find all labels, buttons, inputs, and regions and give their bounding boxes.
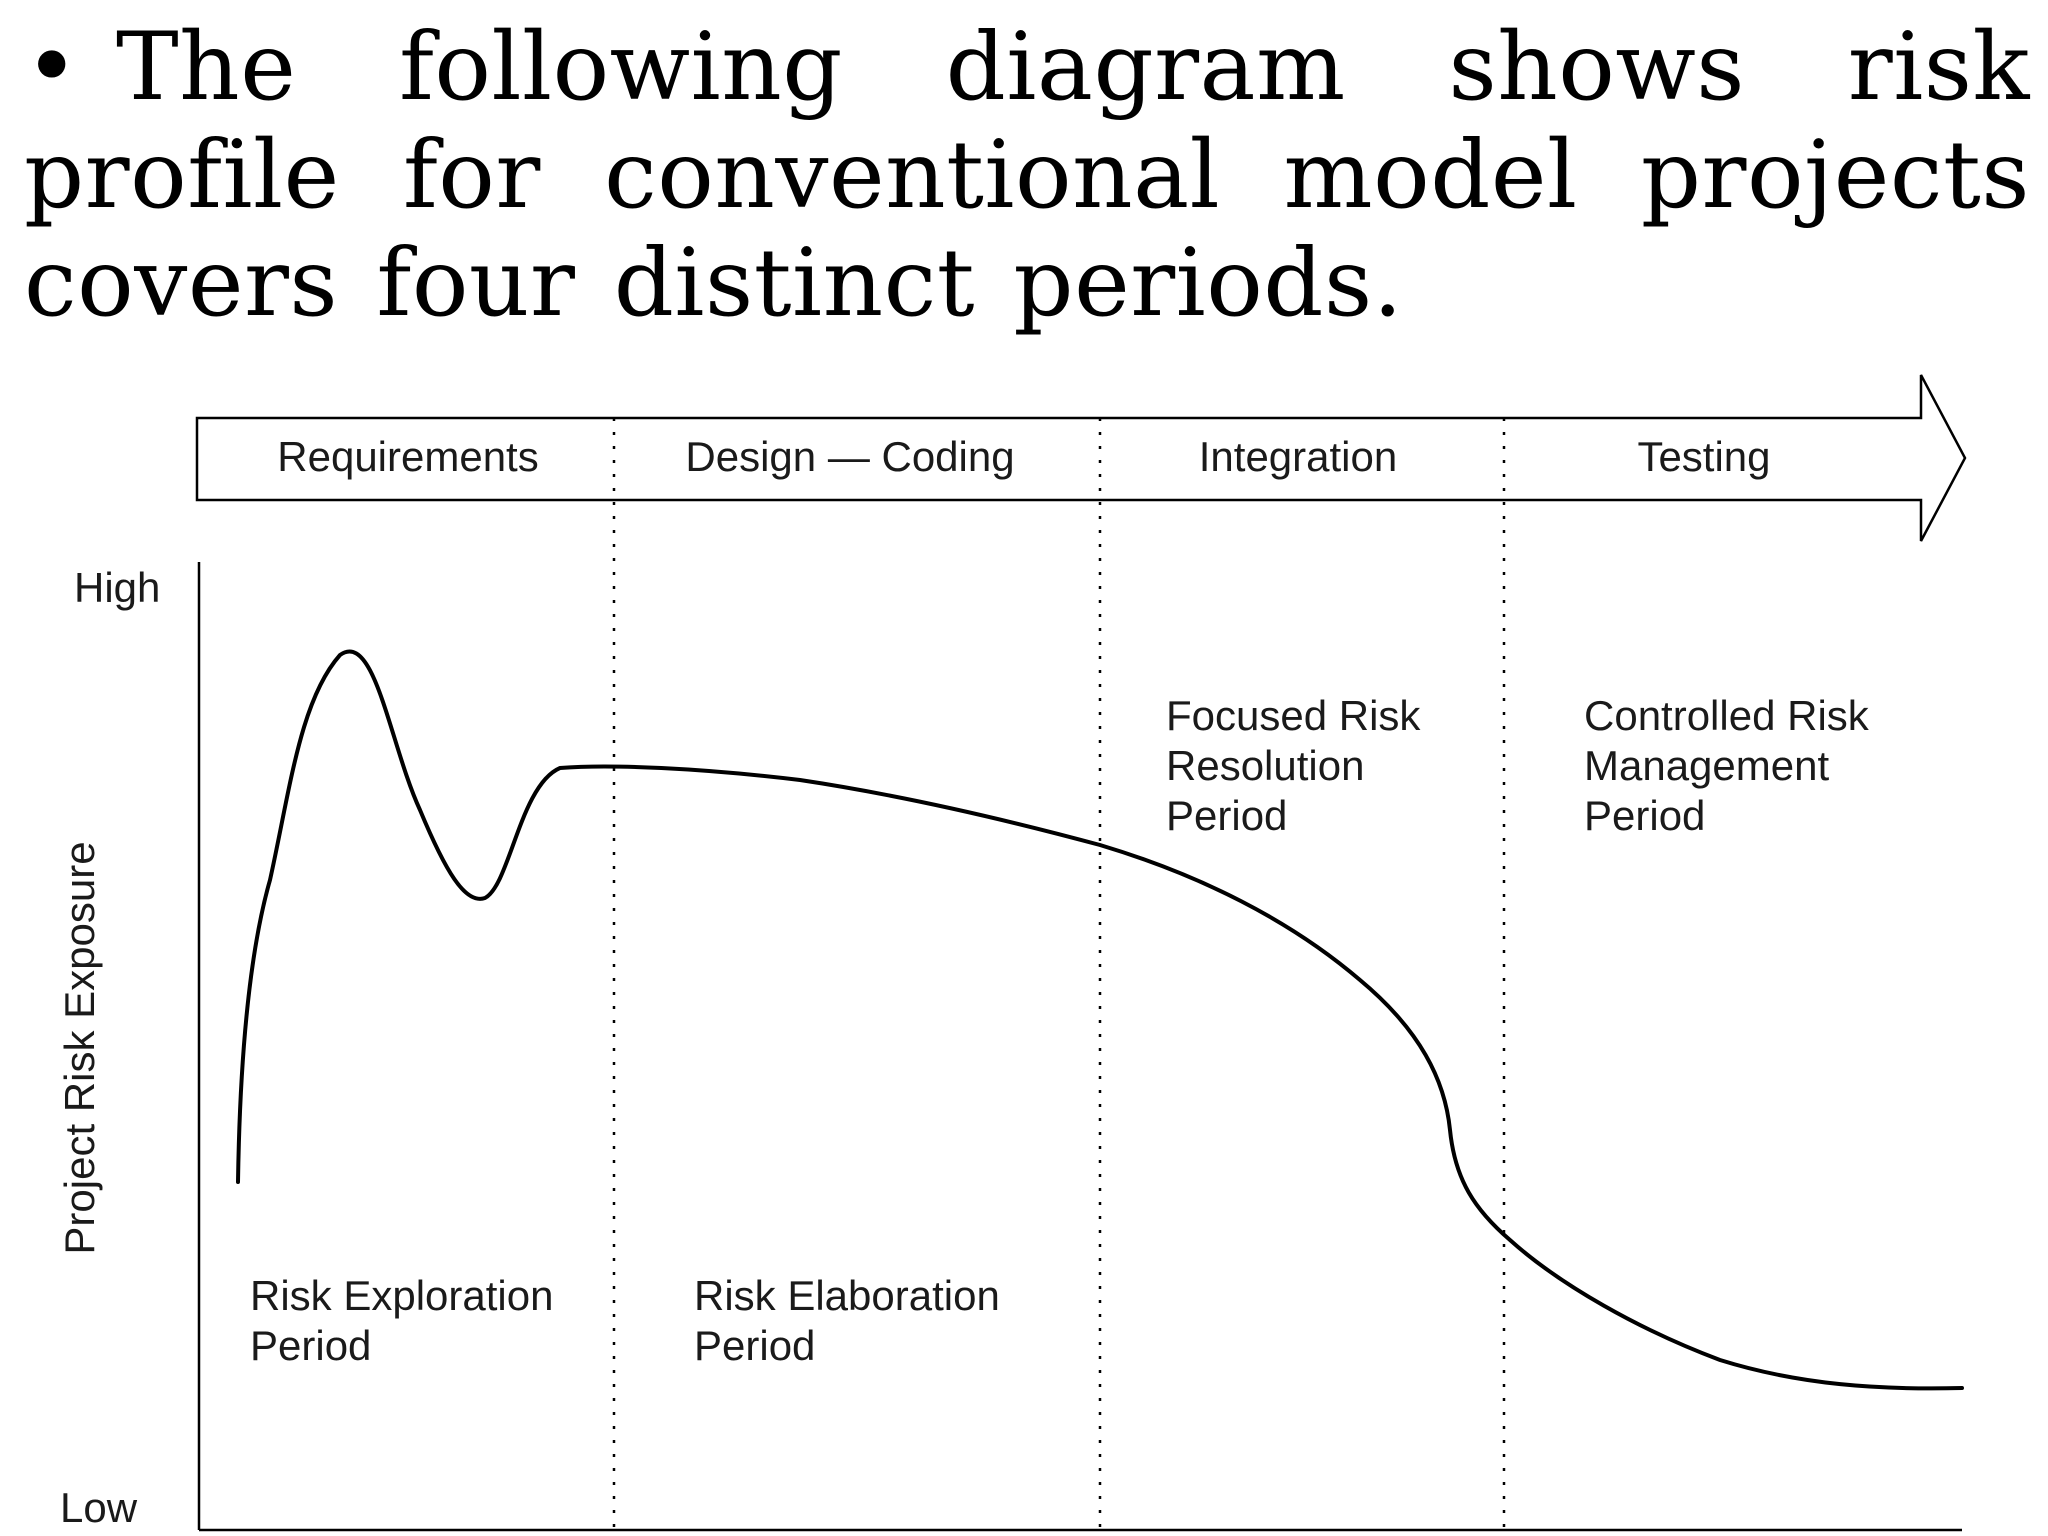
period-label-risk-exploration: Risk Exploration Period bbox=[250, 1272, 565, 1369]
y-axis-high-label: High bbox=[74, 564, 160, 611]
period-label-line: Risk Elaboration bbox=[694, 1272, 1000, 1319]
y-axis-low-label: Low bbox=[60, 1484, 138, 1531]
period-label-line: Risk Exploration bbox=[250, 1272, 553, 1319]
period-label-line: Controlled Risk bbox=[1584, 692, 1870, 739]
period-label-line: Management bbox=[1584, 742, 1829, 789]
phase-label-testing: Testing bbox=[1637, 433, 1770, 480]
bullet-icon: • bbox=[24, 13, 80, 122]
period-label-line: Period bbox=[1166, 792, 1287, 839]
risk-exposure-curve bbox=[236, 649, 1964, 1391]
phase-arrow bbox=[195, 374, 1967, 542]
period-label-focused-risk-resolution: Focused Risk Resolution Period bbox=[1166, 692, 1432, 839]
phase-label-requirements: Requirements bbox=[277, 433, 538, 480]
bullet-paragraph: • The following diagram shows risk profil… bbox=[24, 14, 2030, 338]
period-label-controlled-risk-management: Controlled Risk Management Period bbox=[1584, 692, 1880, 839]
period-label-line: Period bbox=[1584, 792, 1705, 839]
y-axis-title: Project Risk Exposure bbox=[56, 841, 103, 1254]
bullet-text: The following diagram shows risk profile… bbox=[24, 13, 2030, 338]
period-label-line: Period bbox=[250, 1322, 371, 1369]
period-label-risk-elaboration: Risk Elaboration Period bbox=[694, 1272, 1011, 1369]
period-label-line: Resolution bbox=[1166, 742, 1364, 789]
phase-label-design-coding: Design — Coding bbox=[685, 433, 1014, 480]
period-label-line: Focused Risk bbox=[1166, 692, 1421, 739]
period-label-line: Period bbox=[694, 1322, 815, 1369]
phase-label-integration: Integration bbox=[1199, 433, 1397, 480]
